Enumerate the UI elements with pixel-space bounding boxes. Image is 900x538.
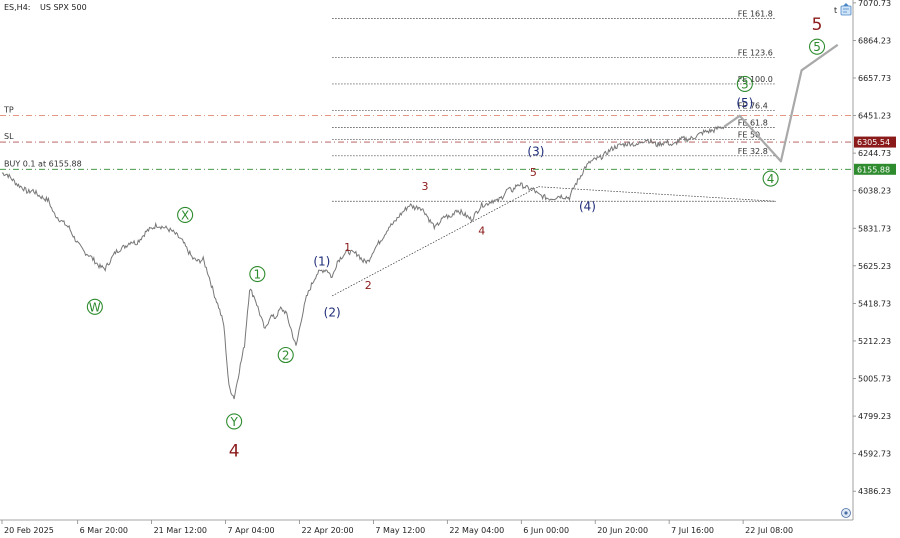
wave-label: (3) (527, 144, 544, 158)
price-tag-label: 6155.88 (857, 165, 890, 174)
y-tick-label: 6244.73 (858, 149, 891, 158)
wave-label: 2 (365, 279, 372, 292)
fe-level-label: FE 161.8 (738, 9, 773, 18)
price-series-line (1, 125, 725, 400)
wave-label-circle (736, 75, 753, 93)
wave-label: 3 (741, 77, 749, 91)
y-tick-label: 7070.73 (858, 0, 891, 8)
timeframe-label: t (834, 6, 837, 15)
wave-label-circle (277, 346, 294, 364)
fe-levels-layer: FE 161.8 FE 123.6 FE 100.0 FE 76.4 FE 61.8 FE… (332, 9, 776, 202)
y-tick-label: 5831.73 (858, 224, 891, 233)
x-tick-label: 22 May 04:00 (449, 526, 504, 535)
wave-label-circle (808, 38, 826, 55)
wave-label-circle (86, 298, 103, 315)
wave-label: (1) (313, 254, 330, 268)
trendline (538, 186, 776, 202)
trade-line-label: SL (4, 132, 14, 141)
symbol-label: ES,H4: (4, 3, 30, 12)
wave-label: (4) (579, 200, 596, 214)
trade-line-label: TP (3, 106, 14, 115)
y-tick-label: 4799.23 (858, 412, 891, 421)
projection-path (723, 43, 839, 163)
wave-label: Y (229, 415, 238, 429)
wave-label: 2 (282, 349, 290, 363)
trade-line-label: BUY 0.1 at 6155.88 (4, 159, 82, 168)
wave-label: W (89, 300, 101, 314)
y-tick-label: 5212.23 (858, 337, 891, 346)
trade-signal-icon[interactable] (840, 3, 852, 16)
wave-label: 5 (813, 40, 821, 54)
wave-label: 5 (812, 15, 823, 35)
wave-label: 4 (478, 224, 485, 237)
price-tags-layer: 6305.54 6155.88 (854, 136, 896, 175)
wave-label-circle (762, 170, 779, 187)
x-tick-label: 20 Feb 2025 (4, 526, 54, 535)
wave-label: 1 (254, 268, 262, 282)
fe-level-label: FE 32.8 (738, 147, 768, 156)
x-tick-label: 22 Apr 20:00 (301, 526, 353, 535)
y-tick-label: 4386.23 (858, 487, 891, 496)
chart-settings-icon[interactable] (841, 508, 851, 518)
x-tick-label: 6 Jun 00:00 (523, 526, 569, 535)
wave-label: 4 (229, 442, 240, 462)
fe-level-label: FE 123.6 (738, 49, 773, 58)
wave-labels-layer: W X Y 4 1 2 (1) (2) 1 2 3 4 5 (3) (4) (5) 3 4 5 5 (86, 15, 826, 462)
price-series-layer (1, 43, 839, 400)
y-tick-label: 6451.23 (858, 112, 891, 121)
x-tick-label: 7 Apr 04:00 (228, 526, 275, 535)
fe-level-label: FE 100.0 (738, 75, 773, 84)
wave-label: (5) (736, 96, 753, 110)
fe-level-label: FE 50 (738, 130, 760, 139)
wave-label: 1 (344, 241, 351, 254)
fe-level-label: FE 76.4 (738, 101, 768, 110)
y-tick-label: 4592.73 (858, 450, 891, 459)
wave-label: (2) (324, 305, 341, 319)
instrument-description: US SPX 500 (40, 3, 87, 12)
y-tick-label: 5625.23 (858, 262, 891, 271)
trendline (331, 186, 539, 297)
y-tick-label: 5418.73 (858, 299, 891, 308)
y-tick-label: 6864.23 (858, 36, 891, 45)
y-tick-label: 6038.23 (858, 187, 891, 196)
x-tick-label: 21 Mar 12:00 (154, 526, 207, 535)
y-tick-label: 6657.73 (858, 74, 891, 83)
x-tick-label: 7 Jul 16:00 (671, 526, 714, 535)
wave-label: 3 (422, 180, 429, 193)
wave-label-circle (249, 266, 266, 283)
price-tag-bg (854, 136, 896, 148)
wave-label-circle (177, 206, 194, 223)
x-tick-label: 22 Jul 08:00 (745, 526, 793, 535)
price-tag-label: 6305.54 (857, 138, 890, 147)
x-tick-label: 7 May 12:00 (375, 526, 425, 535)
wave-label: 5 (530, 166, 537, 179)
price-tag-bg (854, 163, 896, 175)
trendlines-layer (331, 186, 776, 297)
corner-controls: t (834, 3, 852, 518)
fe-level-label: FE 61.8 (738, 119, 768, 128)
y-tick-label: 5005.73 (858, 375, 891, 384)
chart-header: ES,H4: US SPX 500 (4, 3, 87, 12)
x-tick-label: 6 Mar 20:00 (80, 526, 128, 535)
wave-label: 4 (767, 172, 775, 186)
x-tick-label: 20 Jun 20:00 (597, 526, 648, 535)
trade-lines-layer: TP SL BUY 0.1 at 6155.88 (0, 106, 853, 170)
wave-label: X (181, 208, 189, 222)
wave-label-circle (226, 413, 243, 430)
